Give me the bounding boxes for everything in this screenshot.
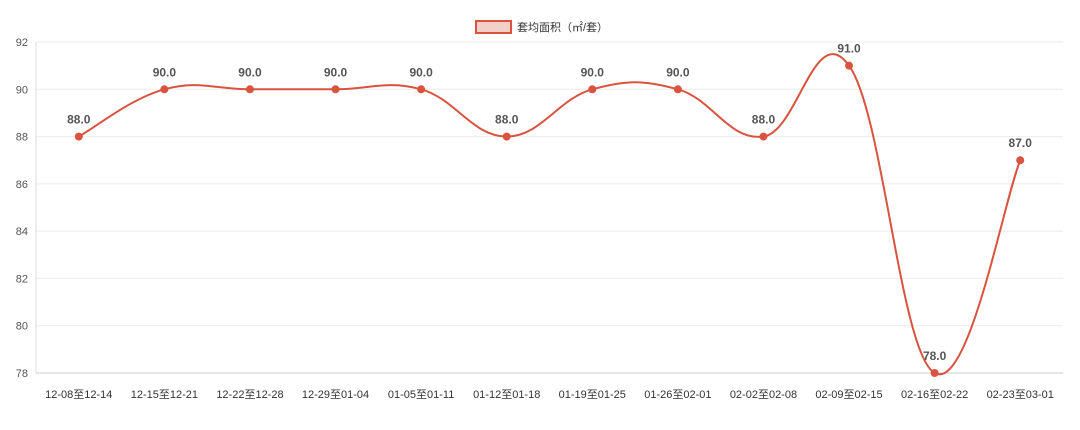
data-label: 90.0 <box>581 65 605 79</box>
data-point[interactable] <box>673 85 682 94</box>
y-tick-label: 88 <box>16 132 28 144</box>
y-axis-ticks: 78 80 82 84 86 88 90 92 <box>16 37 28 380</box>
x-tick-label: 02-16至02-22 <box>901 389 968 401</box>
y-tick-label: 92 <box>16 37 28 49</box>
x-tick-label: 02-02至02-08 <box>730 389 797 401</box>
y-tick-label: 78 <box>16 368 28 380</box>
x-tick-label: 01-19至01-25 <box>559 389 626 401</box>
series-layer <box>74 53 1025 377</box>
series-line <box>78 53 1022 376</box>
data-labels: 88.0 90.0 90.0 90.0 90.0 88.0 90.0 90.0 88.0 91.0… <box>67 42 1032 363</box>
legend[interactable]: 套均面积（㎡/套） <box>475 20 608 34</box>
y-tick-label: 86 <box>16 179 28 191</box>
data-label: 90.0 <box>324 65 348 79</box>
x-tick-label: 01-05至01-11 <box>388 389 454 401</box>
data-label: 90.0 <box>409 65 433 79</box>
grid-lines <box>36 41 1063 327</box>
axes <box>35 42 1063 374</box>
data-label: 88.0 <box>752 113 776 127</box>
legend-label[interactable]: 套均面积（㎡/套） <box>517 21 608 34</box>
data-point[interactable] <box>74 132 83 141</box>
y-tick-label: 80 <box>16 321 28 333</box>
data-point[interactable] <box>417 85 426 94</box>
data-point[interactable] <box>759 132 768 141</box>
data-label: 78.0 <box>923 349 947 363</box>
data-point[interactable] <box>845 61 854 70</box>
data-point[interactable] <box>331 85 340 94</box>
data-point[interactable] <box>930 369 939 377</box>
x-tick-label: 12-29至01-04 <box>302 389 369 401</box>
data-point[interactable] <box>502 132 511 141</box>
legend-swatch[interactable] <box>475 20 512 34</box>
x-tick-label: 02-09至02-15 <box>815 389 882 401</box>
x-axis-ticks: 12-08至12-14 12-15至12-21 12-22至12-28 12-29至0… <box>45 389 1054 401</box>
x-tick-label: 12-22至12-28 <box>216 389 283 401</box>
y-tick-label: 84 <box>16 226 28 238</box>
data-point[interactable] <box>1016 156 1025 165</box>
data-label: 88.0 <box>67 113 91 127</box>
data-label: 91.0 <box>837 42 861 56</box>
data-label: 88.0 <box>495 113 519 127</box>
y-tick-label: 82 <box>16 273 28 285</box>
x-tick-label: 02-23至03-01 <box>987 389 1054 401</box>
data-point[interactable] <box>245 85 254 94</box>
data-label: 90.0 <box>666 65 690 79</box>
y-tick-label: 90 <box>16 84 28 96</box>
x-tick-label: 12-15至12-21 <box>131 389 198 401</box>
x-tick-label: 01-26至02-01 <box>644 389 711 401</box>
x-tick-label: 12-08至12-14 <box>45 389 112 401</box>
data-label: 87.0 <box>1009 136 1033 150</box>
data-point[interactable] <box>160 85 169 94</box>
data-point[interactable] <box>588 85 597 94</box>
x-tick-label: 01-12至01-18 <box>473 389 540 401</box>
data-label: 90.0 <box>153 65 177 79</box>
data-label: 90.0 <box>238 65 262 79</box>
